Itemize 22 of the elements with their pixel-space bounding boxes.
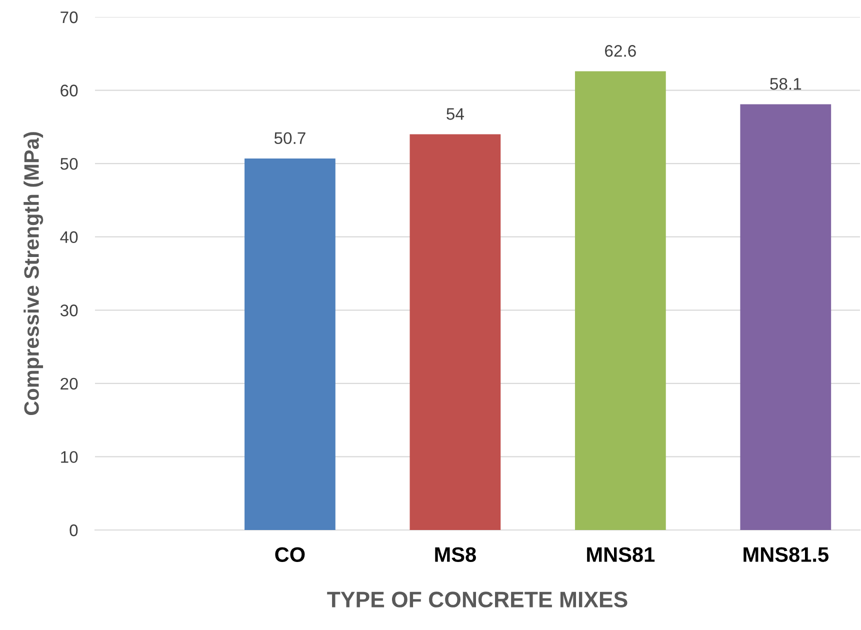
data-label: 50.7: [274, 132, 306, 144]
y-tick-label: 20: [60, 378, 78, 390]
data-label: 62.6: [605, 45, 636, 57]
y-tick-label: 60: [60, 84, 78, 96]
y-tick-label: 50: [60, 158, 78, 170]
data-label: 54: [446, 108, 464, 120]
bar: [410, 134, 501, 530]
x-tick-label: MS8: [435, 547, 476, 562]
x-axis-title: TYPE OF CONCRETE MIXES: [327, 592, 628, 608]
x-tick-label: MNS81: [587, 547, 655, 562]
y-tick-label: 0: [70, 524, 78, 536]
bar: [740, 104, 832, 530]
y-tick-label: 70: [60, 11, 78, 24]
y-axis-title: Compressive Strength (MPa): [24, 132, 44, 416]
y-tick-label: 10: [61, 451, 78, 463]
x-tick-label: MNS81.5: [744, 547, 828, 562]
x-tick-label: CO: [275, 547, 305, 562]
y-tick-label: 40: [60, 231, 78, 244]
bar: [244, 158, 336, 530]
bar: [574, 71, 666, 530]
data-label: 58.1: [770, 78, 802, 90]
y-tick-label: 30: [60, 304, 78, 316]
